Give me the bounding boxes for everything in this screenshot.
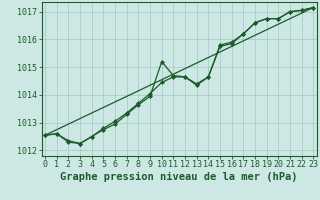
X-axis label: Graphe pression niveau de la mer (hPa): Graphe pression niveau de la mer (hPa) [60, 172, 298, 182]
